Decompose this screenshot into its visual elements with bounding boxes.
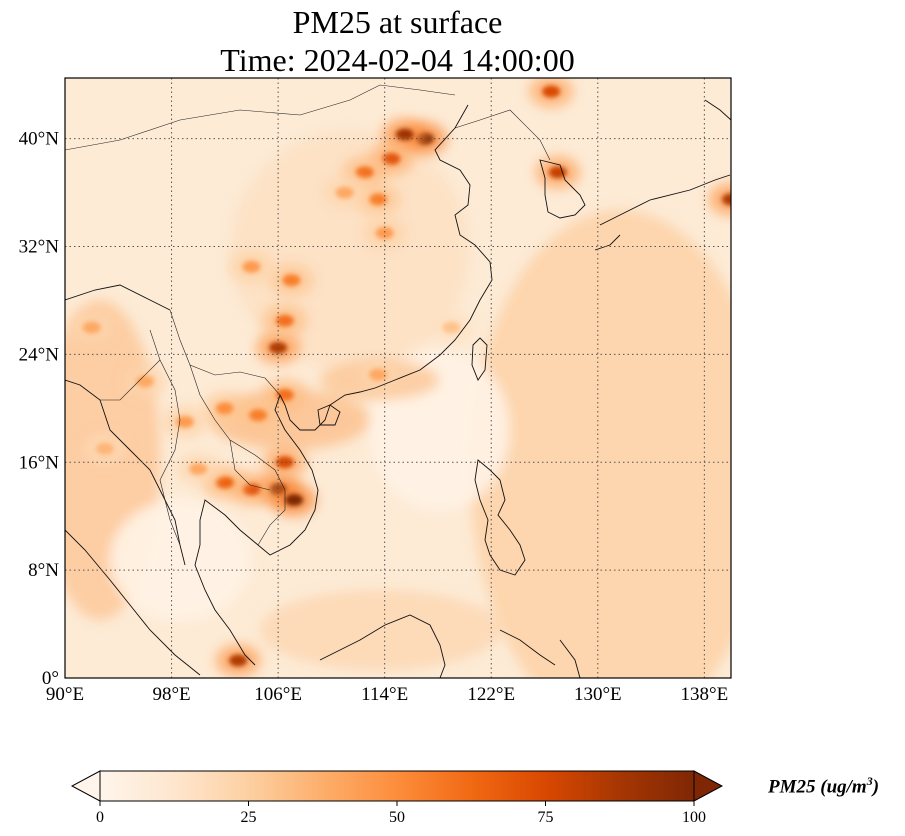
sumatra xyxy=(65,529,201,676)
latitude-tick-labels: 0° 8°N 16°N 24°N 32°N 40°N xyxy=(19,129,60,689)
borneo xyxy=(319,614,446,678)
map-time-subtitle: Time: 2024-02-04 14:00:00 xyxy=(220,42,575,78)
vietnam-coastline xyxy=(257,394,319,556)
taiwan-island xyxy=(471,337,488,381)
hotspot-core xyxy=(249,409,268,422)
korea-peninsula xyxy=(539,159,586,219)
hotspot-core xyxy=(285,494,304,507)
country-borders xyxy=(65,84,551,546)
hotspot-core xyxy=(175,415,194,428)
colorbar-max-extend xyxy=(693,770,724,802)
latitude-label: 0° xyxy=(42,668,59,689)
hotspot-core xyxy=(335,186,354,199)
hotspot-core xyxy=(135,375,154,388)
colorbar-ticks: 0 25 50 75 100 xyxy=(96,801,706,826)
hotspot-core xyxy=(269,341,288,354)
longitude-label: 106°E xyxy=(254,684,302,705)
hotspot-core xyxy=(442,321,461,334)
hotspot-core xyxy=(189,463,208,476)
philippines xyxy=(474,459,526,576)
hotspot-core xyxy=(355,166,374,179)
latitude-label: 8°N xyxy=(28,560,59,581)
myanmar-coast xyxy=(65,379,186,566)
hainan-island xyxy=(317,404,341,426)
longitude-label: 138°E xyxy=(681,684,729,705)
latitude-label: 32°N xyxy=(19,237,60,258)
coastlines xyxy=(65,99,731,678)
hotspot-core xyxy=(282,274,301,287)
colorbar-gradient xyxy=(100,771,694,801)
colorbar-tick-label: 100 xyxy=(682,809,706,826)
hotspot-core xyxy=(548,166,567,179)
hotspot-core xyxy=(369,368,388,381)
hotspot-core xyxy=(275,388,294,401)
latitude-label: 24°N xyxy=(19,344,60,365)
hotspot-core xyxy=(215,402,234,415)
colorbar-tick-label: 50 xyxy=(389,809,405,826)
hotspot-halo xyxy=(709,183,731,216)
pm25-field xyxy=(65,78,731,678)
india-northeast xyxy=(65,284,171,311)
colorbar-tick-label: 75 xyxy=(538,809,554,826)
hotspot-core xyxy=(369,193,388,206)
hotspot-core xyxy=(215,476,234,489)
colorbar-label: PM25 (ug/m3) xyxy=(768,774,880,798)
longitude-label: 114°E xyxy=(361,684,408,705)
latitude-label: 40°N xyxy=(19,129,60,150)
longitude-label: 98°E xyxy=(152,684,190,705)
colorbar-tick-label: 25 xyxy=(241,809,257,826)
colorbar-tick-label: 0 xyxy=(96,809,104,826)
sulawesi xyxy=(499,629,581,678)
hotspot-core xyxy=(242,260,261,273)
hotspot-core xyxy=(229,654,248,667)
hotspot-core xyxy=(722,193,731,206)
pm25-hotspots xyxy=(69,78,731,677)
longitude-label: 90°E xyxy=(46,684,84,705)
colorbar-min-extend xyxy=(70,770,101,802)
colorbar: 0 25 50 75 100 xyxy=(70,770,724,826)
hotspot-core xyxy=(542,85,561,98)
gridlines xyxy=(65,78,731,678)
hotspot-core xyxy=(375,227,394,240)
hotspot-core xyxy=(382,152,401,165)
latitude-label: 16°N xyxy=(19,452,60,473)
longitude-label: 122°E xyxy=(467,684,515,705)
longitude-tick-labels: 90°E 98°E 106°E 114°E 122°E 130°E 138°E xyxy=(46,684,728,705)
map-title: PM25 at surface xyxy=(292,4,503,40)
hotspot-core xyxy=(95,442,114,455)
gulf-of-thailand xyxy=(194,499,259,666)
hotspot-core xyxy=(82,321,101,334)
longitude-label: 130°E xyxy=(574,684,622,705)
japan-islands xyxy=(594,99,731,251)
plot-frame xyxy=(64,77,732,679)
hotspot-core xyxy=(275,456,294,469)
hotspot-core xyxy=(275,314,294,327)
hotspot-core xyxy=(395,128,414,141)
